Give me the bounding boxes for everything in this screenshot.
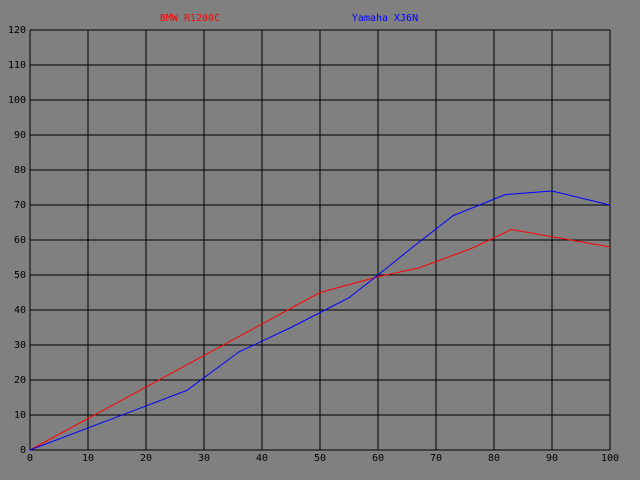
y-tick-label: 110	[8, 60, 26, 71]
series-line	[29, 228, 611, 451]
x-tick-label: 40	[256, 453, 268, 464]
legend-label: BMW R1200C	[160, 13, 220, 24]
y-tick-label: 90	[14, 130, 26, 141]
y-tick-label: 30	[14, 340, 26, 351]
x-tick-label: 30	[198, 453, 210, 464]
series-line	[29, 190, 611, 451]
legend-label: Yamaha XJ6N	[352, 13, 418, 24]
y-tick-label: 10	[14, 410, 26, 421]
y-tick-label: 70	[14, 200, 26, 211]
y-tick-label: 40	[14, 305, 26, 316]
x-tick-label: 0	[27, 453, 33, 464]
y-tick-label: 100	[8, 95, 26, 106]
x-tick-label: 60	[372, 453, 384, 464]
y-tick-label: 0	[20, 445, 26, 456]
x-tick-label: 50	[314, 453, 326, 464]
x-tick-label: 10	[82, 453, 94, 464]
x-tick-label: 80	[488, 453, 500, 464]
x-tick-label: 20	[140, 453, 152, 464]
x-tick-label: 90	[546, 453, 558, 464]
y-tick-label: 120	[8, 25, 26, 36]
y-tick-label: 60	[14, 235, 26, 246]
y-tick-label: 20	[14, 375, 26, 386]
x-tick-label: 70	[430, 453, 442, 464]
y-tick-label: 80	[14, 165, 26, 176]
x-tick-label: 100	[601, 453, 619, 464]
y-tick-label: 50	[14, 270, 26, 281]
